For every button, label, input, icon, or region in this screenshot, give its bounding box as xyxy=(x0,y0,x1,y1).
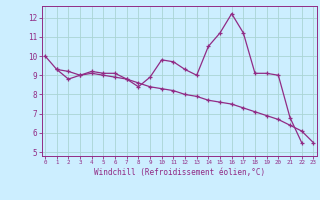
X-axis label: Windchill (Refroidissement éolien,°C): Windchill (Refroidissement éolien,°C) xyxy=(94,168,265,177)
